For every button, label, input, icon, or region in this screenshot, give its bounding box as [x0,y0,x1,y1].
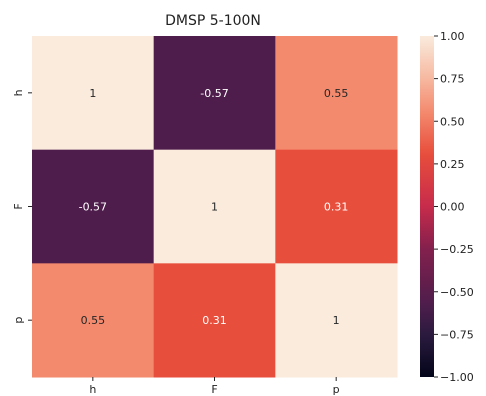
y-tick-label: p [12,317,25,324]
heatmap-cell-0-0 [32,36,155,151]
heatmap-cell-2-2 [275,263,398,378]
x-tick-label: h [89,383,96,396]
cell-label-0-2: 0.55 [324,87,349,100]
heatmap-cell-1-0 [32,149,155,264]
cell-label-0-0: 1 [89,87,96,100]
heatmap-cell-1-1 [153,149,276,264]
colorbar-ticks: 1.00 0.75 0.50 0.25 0.00 −0.25 −0.50 −0.75 −1.00 [434,30,474,384]
heatmap-cell-2-1 [153,263,276,378]
cell-label-2-0: 0.55 [81,314,106,327]
colorbar [420,36,434,377]
chart-title: DMSP 5-100N [165,13,261,29]
colorbar-tick-label: 0.50 [440,115,465,128]
colorbar-tick-label: −0.75 [440,328,474,341]
colorbar-tick-label: 0.25 [440,158,465,171]
heatmap-cell-0-2 [275,36,398,151]
colorbar-tick-label: −0.50 [440,286,474,299]
cell-label-2-1: 0.31 [202,314,227,327]
cell-label-0-1: -0.57 [200,87,228,100]
x-tick-label: F [211,383,217,396]
cell-label-1-1: 1 [211,201,218,214]
colorbar-tick-label: 1.00 [440,30,465,43]
colorbar-tick-label: 0.75 [440,73,465,86]
x-tick-label: p [333,383,340,396]
heatmap-cells: 1 -0.57 0.55 -0.57 1 0.31 0.55 0.31 1 [32,36,398,378]
heatmap-cell-2-0 [32,263,155,378]
colorbar-tick-label: −0.25 [440,243,474,256]
y-tick-label: h [12,89,25,96]
y-axis-ticks: h Fp [12,89,32,324]
heatmap-cell-1-2 [275,149,398,264]
colorbar-tick-label: −1.00 [440,371,474,384]
cell-label-1-0: -0.57 [79,201,107,214]
heatmap-cell-0-1 [153,36,276,151]
colorbar-tick-label: 0.00 [440,201,465,214]
cell-label-1-2: 0.31 [324,201,349,214]
y-tick-label: F [12,203,25,209]
cell-label-2-2: 1 [333,314,340,327]
